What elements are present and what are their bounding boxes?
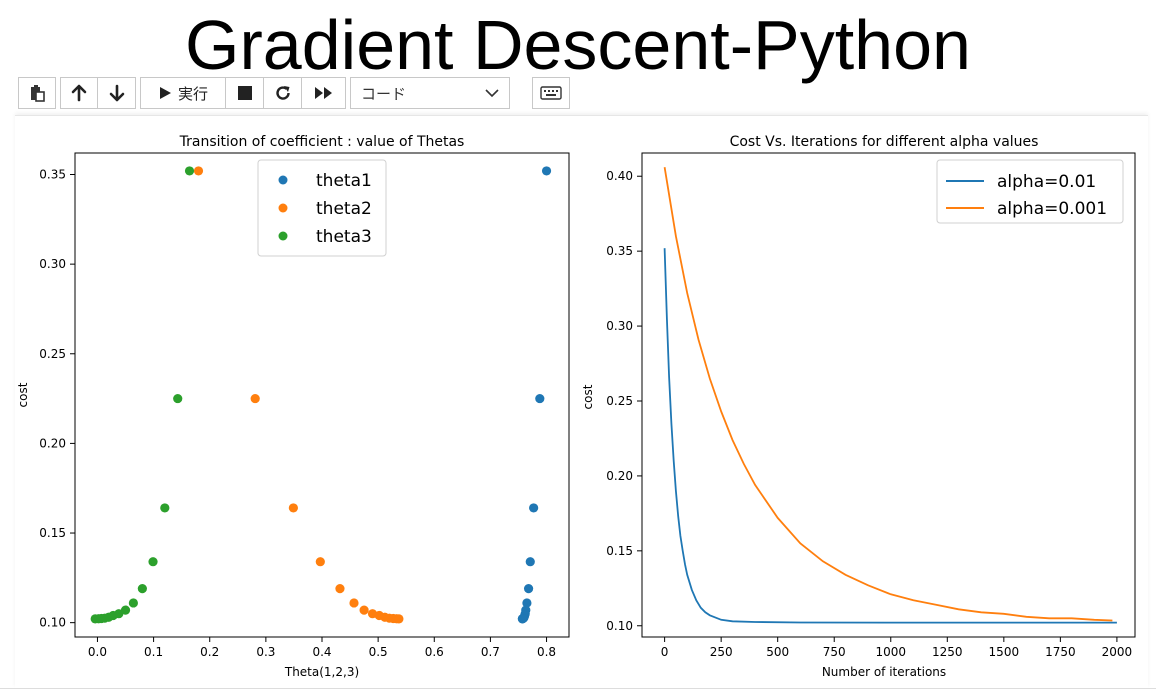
play-icon	[159, 87, 171, 99]
right-xtick-label: 0	[661, 645, 669, 659]
legend-label-theta2: theta2	[316, 199, 372, 219]
scatter-point-theta1	[517, 614, 528, 624]
cell-type-select[interactable]: コード	[350, 77, 510, 109]
scatter-point-theta2	[394, 614, 404, 624]
right-ytick-label: 0.20	[606, 469, 633, 483]
scatter-point-theta1	[529, 503, 539, 513]
scatter-point-theta2	[193, 166, 204, 176]
keyboard-icon	[540, 86, 562, 100]
right-ytick-label: 0.35	[606, 244, 633, 258]
scatter-point-theta3	[90, 614, 100, 624]
left-ytick-label: 0.35	[39, 168, 66, 182]
right-chart-xlabel: Number of iterations	[822, 665, 946, 679]
right-xtick-label: 1500	[989, 645, 1020, 659]
right-ytick-label: 0.40	[606, 169, 633, 183]
scatter-point-theta3	[173, 393, 183, 404]
paste-icon	[31, 85, 45, 102]
restart-icon	[275, 86, 290, 100]
legend-label-alpha-0-001: alpha=0.001	[997, 199, 1107, 219]
right-xtick-label: 1750	[1045, 645, 1076, 659]
right-chart-frame	[641, 152, 1136, 638]
left-chart-title: Transition of coefficient : value of The…	[179, 134, 465, 150]
run-label: 実行	[177, 84, 208, 103]
scatter-point-theta3	[128, 598, 138, 608]
legend-marker-theta3	[278, 231, 288, 241]
left-xtick-label: 0.5	[369, 645, 388, 659]
left-xtick-label: 0.4	[312, 645, 331, 659]
left-xtick-label: 0.6	[425, 645, 444, 659]
left-ytick-label: 0.20	[39, 436, 66, 450]
bottom-divider	[0, 688, 1156, 689]
right-xtick-label: 500	[766, 645, 789, 659]
scatter-point-theta3	[184, 166, 195, 176]
scatter-point-theta2	[250, 393, 260, 404]
right-xtick-label: 750	[823, 645, 846, 659]
scatter-point-theta3	[137, 584, 147, 594]
notebook-toolbar: 実行 コード	[18, 76, 570, 110]
right-xtick-label: 250	[710, 645, 733, 659]
legend-marker-theta1	[278, 175, 288, 185]
scatter-point-theta2	[288, 503, 298, 513]
left-xtick-label: 0.2	[200, 645, 219, 659]
right-ytick-label: 0.15	[606, 544, 633, 558]
restart-run-all-button[interactable]	[302, 77, 346, 109]
scatter-point-theta1	[523, 584, 534, 594]
left-chart-ylabel: cost	[16, 382, 30, 407]
right-ytick-label: 0.30	[606, 319, 633, 333]
scatter-point-theta1	[541, 166, 552, 176]
slide-title: Gradient Descent-Python	[185, 6, 971, 84]
arrow-down-icon	[109, 84, 124, 102]
legend-marker-theta2	[278, 203, 288, 213]
legend-label-theta1: theta1	[316, 171, 372, 191]
left-xtick-label: 0.1	[144, 645, 163, 659]
left-xtick-label: 0.8	[537, 645, 556, 659]
scatter-point-theta1	[535, 393, 545, 404]
right-ytick-label: 0.25	[606, 394, 633, 408]
right-xtick-label: 1250	[932, 645, 963, 659]
scatter-point-theta3	[160, 503, 170, 513]
legend-label-alpha-0-01: alpha=0.01	[997, 172, 1096, 192]
paste-button[interactable]	[18, 77, 56, 109]
line-series-alpha-0-01	[663, 248, 1117, 624]
scatter-point-theta2	[359, 605, 369, 615]
left-chart-legend: theta1 theta2 theta3	[257, 159, 387, 257]
scatter-point-theta3	[120, 605, 131, 615]
arrow-up-icon	[71, 84, 87, 102]
restart-button[interactable]	[264, 77, 302, 109]
right-chart-title: Cost Vs. Iterations for different alpha …	[730, 134, 1039, 150]
legend-label-theta3: theta3	[316, 227, 372, 247]
right-xtick-label: 1000	[875, 645, 906, 659]
scatter-point-theta3	[148, 557, 158, 567]
move-down-button[interactable]	[98, 77, 136, 109]
scatter-point-theta2	[349, 598, 359, 608]
stop-icon	[237, 86, 252, 100]
right-ytick-label: 0.10	[606, 619, 633, 633]
scatter-point-theta1	[522, 598, 532, 608]
scatter-point-theta1	[525, 557, 535, 567]
line-series-alpha-0-001	[663, 167, 1113, 622]
left-ytick-label: 0.15	[39, 526, 66, 540]
cell-type-value: コード	[361, 84, 407, 103]
left-xtick-label: 0.0	[88, 645, 107, 659]
run-button[interactable]: 実行	[140, 77, 226, 109]
right-xtick-label: 2000	[1102, 645, 1133, 659]
right-chart-legend: alpha=0.01 alpha=0.001	[936, 159, 1124, 224]
scatter-point-theta2	[315, 557, 325, 567]
left-chart-xlabel: Theta(1,2,3)	[284, 665, 359, 679]
command-palette-button[interactable]	[532, 77, 570, 109]
left-ytick-label: 0.30	[39, 257, 66, 271]
left-ytick-label: 0.10	[39, 616, 66, 630]
left-xtick-label: 0.3	[256, 645, 275, 659]
left-xtick-label: 0.7	[481, 645, 500, 659]
interrupt-button[interactable]	[226, 77, 264, 109]
right-chart: Cost Vs. Iterations for different alpha …	[581, 134, 1136, 679]
right-chart-ylabel: cost	[581, 384, 595, 409]
move-up-button[interactable]	[60, 77, 98, 109]
left-chart: Transition of coefficient : value of The…	[16, 134, 570, 679]
left-ytick-label: 0.25	[39, 347, 66, 361]
scatter-point-theta2	[335, 584, 345, 594]
fast-forward-icon	[314, 87, 332, 99]
chevron-down-icon	[485, 89, 499, 98]
